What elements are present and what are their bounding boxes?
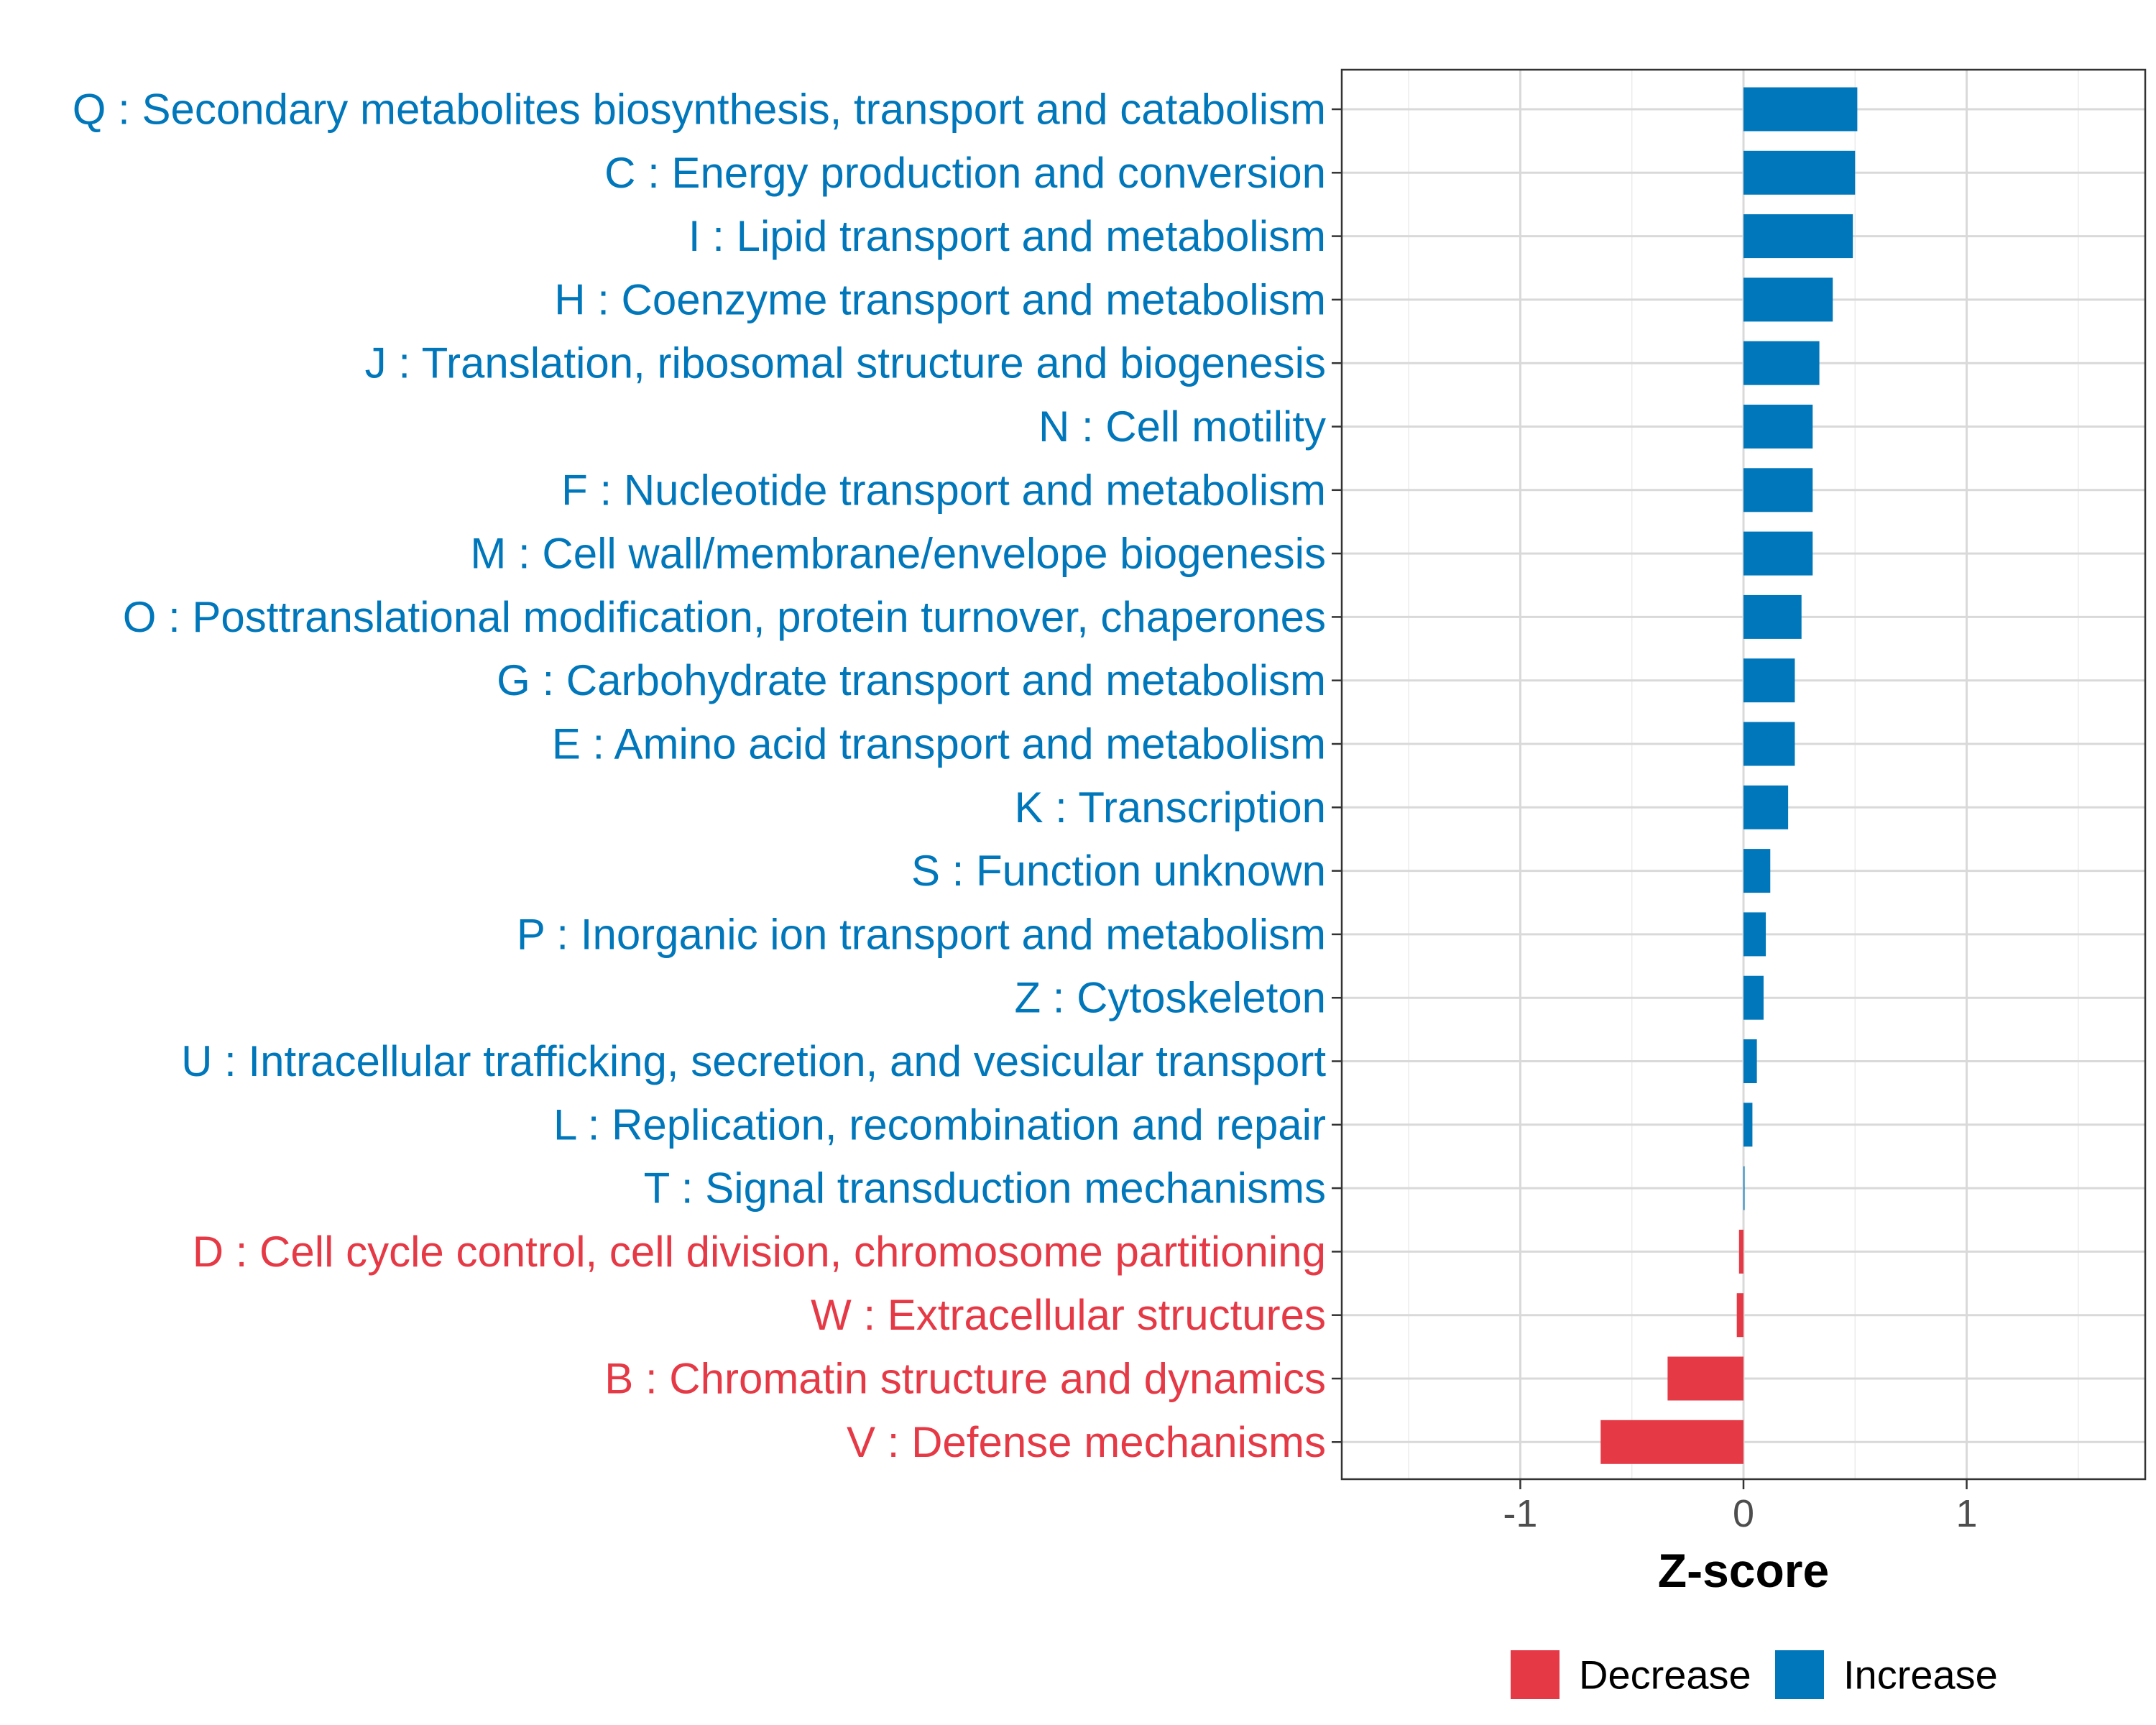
bar <box>1743 468 1813 512</box>
x-axis-ticks: -1 0 1 <box>1503 1479 1978 1535</box>
category-label: Q : Secondary metabolites biosynthesis, … <box>73 86 1326 134</box>
category-label: T : Signal transduction mechanisms <box>644 1164 1326 1213</box>
category-label: L : Replication, recombination and repai… <box>553 1100 1326 1149</box>
legend-key-decrease <box>1511 1650 1560 1699</box>
category-label: G : Carbohydrate transport and metabolis… <box>497 656 1326 704</box>
bar <box>1738 1229 1743 1274</box>
category-label: U : Intracellular trafficking, secretion… <box>181 1037 1326 1085</box>
legend-label-decrease: Decrease <box>1579 1652 1751 1698</box>
x-axis-title: Z-score <box>1658 1544 1829 1597</box>
bar <box>1743 214 1853 259</box>
bar <box>1600 1420 1743 1464</box>
bar <box>1743 87 1858 132</box>
category-label: P : Inorganic ion transport and metaboli… <box>517 910 1326 958</box>
x-tick-label: 0 <box>1733 1492 1754 1535</box>
y-axis-category-labels: Q : Secondary metabolites biosynthesis, … <box>73 86 1327 1466</box>
bar <box>1743 341 1820 385</box>
bar <box>1743 722 1795 766</box>
bar <box>1743 1103 1753 1147</box>
bar <box>1743 1166 1745 1210</box>
category-label: D : Cell cycle control, cell division, c… <box>193 1228 1326 1276</box>
legend-label-increase: Increase <box>1843 1652 1998 1698</box>
category-label: S : Function unknown <box>911 847 1326 895</box>
bar <box>1743 594 1802 639</box>
bar <box>1736 1293 1743 1338</box>
legend-key-increase <box>1775 1650 1824 1699</box>
category-label: J : Translation, ribosomal structure and… <box>365 339 1326 387</box>
category-label: E : Amino acid transport and metabolism <box>552 720 1326 768</box>
bars <box>1600 87 1858 1464</box>
category-label: C : Energy production and conversion <box>604 149 1326 197</box>
category-label: H : Coenzyme transport and metabolism <box>554 275 1326 323</box>
bar <box>1743 658 1795 703</box>
category-label: Z : Cytoskeleton <box>1014 974 1326 1022</box>
category-label: N : Cell motility <box>1038 402 1326 451</box>
category-label: K : Transcription <box>1014 783 1326 832</box>
x-tick-label: -1 <box>1503 1492 1537 1535</box>
bar <box>1743 785 1789 829</box>
bar <box>1743 912 1766 957</box>
category-label: O : Posttranslational modification, prot… <box>123 593 1326 641</box>
category-label: M : Cell wall/membrane/envelope biogenes… <box>470 530 1326 578</box>
bar <box>1743 405 1813 448</box>
category-label: B : Chromatin structure and dynamics <box>604 1355 1326 1403</box>
category-label: I : Lipid transport and metabolism <box>688 212 1326 260</box>
bar <box>1667 1356 1743 1401</box>
legend: Decrease Increase <box>1511 1650 1998 1699</box>
bar <box>1743 531 1813 576</box>
bar <box>1743 975 1764 1020</box>
category-label: W : Extracellular structures <box>811 1291 1326 1339</box>
bar <box>1743 1039 1757 1083</box>
bar <box>1743 277 1833 322</box>
category-label: V : Defense mechanisms <box>847 1418 1326 1466</box>
x-tick-label: 1 <box>1956 1492 1978 1535</box>
bar <box>1743 150 1856 195</box>
y-axis-ticks <box>1332 108 1342 1443</box>
bar <box>1743 849 1771 893</box>
category-label: F : Nucleotide transport and metabolism <box>561 466 1326 514</box>
